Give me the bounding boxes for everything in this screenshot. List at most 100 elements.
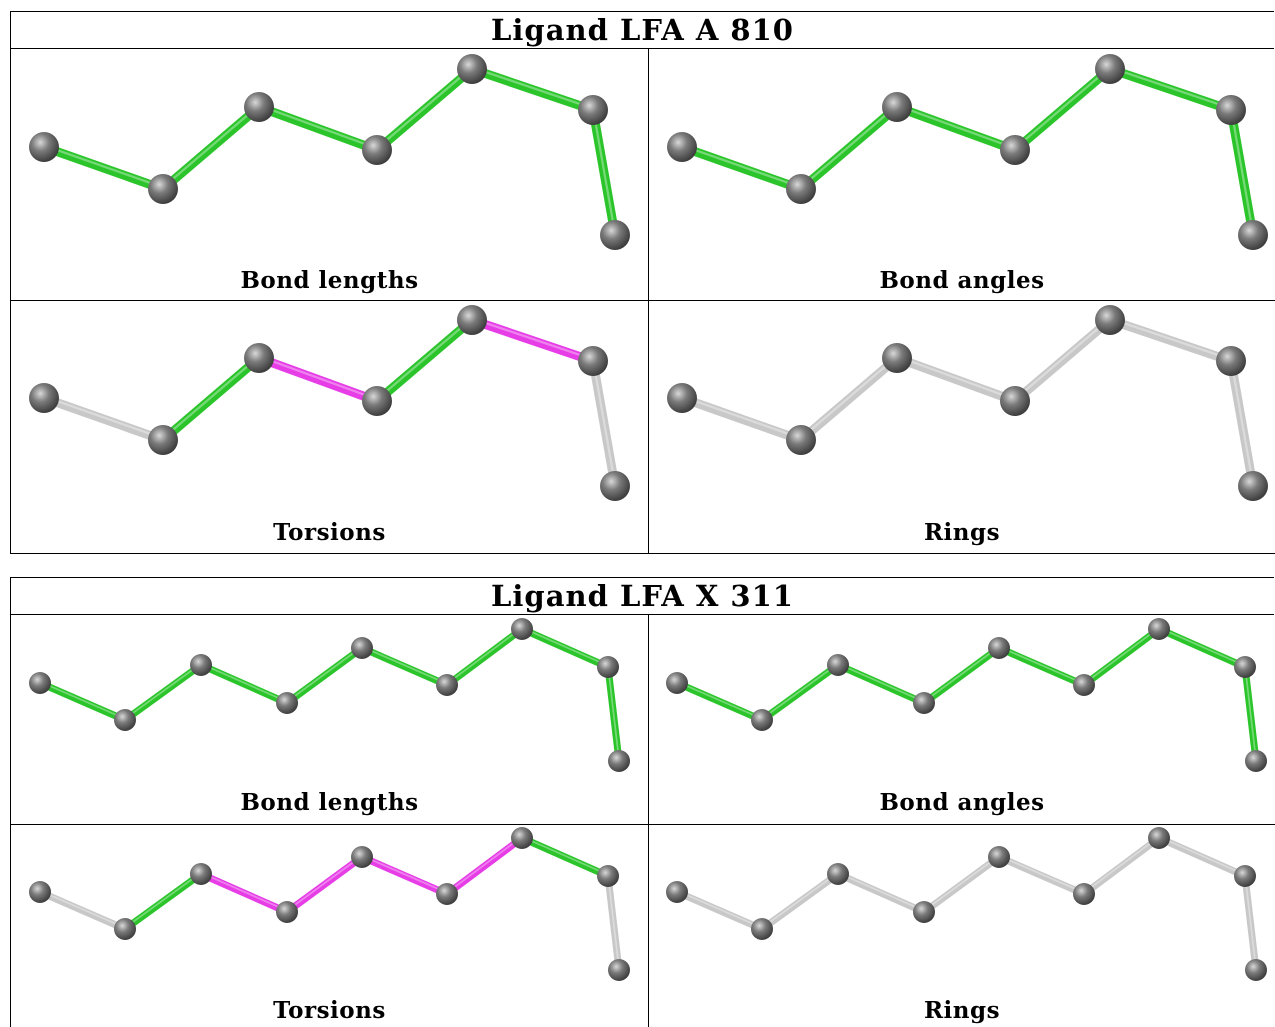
bond-highlight [1158, 626, 1246, 667]
bond-highlight [1244, 665, 1257, 760]
bond-highlight [896, 104, 1016, 150]
atom [1245, 750, 1267, 772]
bond-good [372, 315, 477, 406]
molecule-diagram [666, 827, 1267, 981]
ligand-block-1: Ligand LFA A 810 Bond lengths Bond angle… [10, 11, 1275, 554]
bond-none [758, 870, 842, 933]
bond-highlight [471, 66, 594, 110]
molecule-diagram [667, 54, 1268, 250]
atom [29, 672, 51, 694]
bond-good [1080, 625, 1163, 689]
bond-highlight [376, 317, 473, 401]
bond-highlight [43, 144, 164, 189]
bond-none [1010, 315, 1115, 406]
bond-highlight [200, 662, 288, 703]
bond-good [604, 663, 623, 765]
bond-outlier [283, 853, 366, 916]
panel-rings: Rings [648, 825, 1275, 1027]
bond-highlight [800, 355, 898, 440]
panel-bond-lengths: Bond lengths [10, 615, 648, 825]
atom [1238, 220, 1268, 250]
atom [276, 692, 298, 714]
bond-highlight [761, 663, 839, 720]
bond-good [283, 644, 366, 707]
atom [351, 846, 373, 868]
atom [578, 95, 608, 125]
atom [1216, 95, 1246, 125]
atom [666, 672, 688, 694]
bond-none [796, 353, 902, 445]
panel-caption: Bond lengths [240, 267, 419, 294]
bond-highlight [1244, 874, 1257, 969]
bond-good [36, 679, 129, 724]
panel-caption: Rings [923, 997, 1001, 1024]
bond-highlight [1229, 108, 1255, 234]
atom [1216, 346, 1246, 376]
bond-good [758, 661, 842, 724]
bond-highlight [43, 395, 164, 440]
bond-highlight [998, 854, 1085, 894]
bond-highlight [837, 662, 925, 703]
bond-highlight [607, 665, 620, 760]
bond-highlight [676, 889, 763, 929]
bond-good [892, 102, 1020, 155]
bond-highlight [1083, 836, 1160, 894]
atom [244, 92, 274, 122]
atom [1000, 386, 1030, 416]
bond-highlight [521, 835, 609, 876]
panel-caption: Bond lengths [240, 789, 419, 816]
bond-good [1010, 64, 1115, 155]
panel-bond-angles: Bond angles [648, 49, 1275, 301]
atom [190, 863, 212, 885]
molecule-diagram [29, 827, 630, 981]
bond-none [588, 356, 620, 491]
atom [1095, 305, 1125, 335]
ligand-title: Ligand LFA A 810 [10, 11, 1274, 49]
atom [1148, 827, 1170, 849]
bond-good [834, 661, 928, 707]
bond-none [1241, 872, 1260, 974]
bond-none [39, 393, 168, 445]
panel-caption: Torsions [273, 997, 386, 1024]
bond-highlight [446, 627, 523, 685]
atom [29, 132, 59, 162]
panel-bond-angles: Bond angles [648, 615, 1275, 825]
bond-highlight [591, 359, 617, 485]
atom [608, 750, 630, 772]
bond-good [920, 644, 1003, 707]
atom [436, 883, 458, 905]
atom [597, 865, 619, 887]
atom [351, 637, 373, 659]
bond-none [677, 393, 806, 445]
bond-good [121, 870, 205, 933]
bond-none [1105, 315, 1236, 366]
bond-highlight [1109, 317, 1232, 361]
atom [1073, 883, 1095, 905]
panel-caption: Bond angles [879, 267, 1045, 294]
atom [29, 881, 51, 903]
atom [362, 135, 392, 165]
atom [827, 863, 849, 885]
bond-highlight [896, 355, 1016, 401]
bond-highlight [521, 626, 609, 667]
bond-highlight [361, 645, 448, 685]
panel-torsions: Torsions [10, 301, 648, 554]
bond-highlight [39, 889, 126, 929]
atom [29, 383, 59, 413]
bond-none [920, 853, 1003, 916]
bond-good [197, 661, 291, 707]
bond-none [1155, 834, 1249, 880]
bond-highlight [162, 355, 260, 440]
bond-outlier [254, 353, 382, 406]
bond-outlier [467, 315, 598, 366]
panel-rings: Rings [648, 301, 1275, 554]
atom [600, 471, 630, 501]
bond-good [39, 142, 168, 194]
atom [751, 918, 773, 940]
atom [597, 656, 619, 678]
bond-highlight [681, 395, 802, 440]
bond-good [358, 644, 451, 689]
atom [436, 674, 458, 696]
bond-good [588, 105, 620, 240]
atom [988, 637, 1010, 659]
